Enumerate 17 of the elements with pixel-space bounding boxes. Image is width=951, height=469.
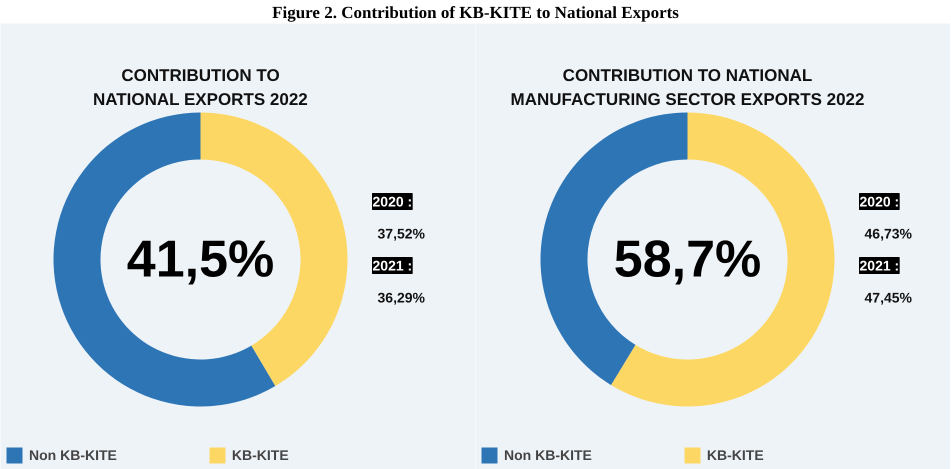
text: 2021 : xyxy=(372,258,412,274)
text: 2021 : xyxy=(860,258,900,274)
text: 47,45% xyxy=(864,290,913,306)
text: 46,73% xyxy=(864,226,913,242)
legend-label: KB-KITE xyxy=(232,447,289,463)
legend-label: KB-KITE xyxy=(706,447,764,463)
text: Figure 2. Contribution of KB-KITE to National Exports xyxy=(272,3,680,22)
data-label: 58,7% xyxy=(614,230,762,288)
chart-subtitle: CONTRIBUTION TO NATIONAL MANUFACTURING SECTOR EXPORTS 2022 xyxy=(510,66,864,109)
legend-label: Non KB-KITE xyxy=(504,447,592,463)
chart-subtitle: CONTRIBUTION TO NATIONAL EXPORTS 2022 xyxy=(92,66,308,109)
text: 2020 : xyxy=(372,194,412,210)
text: 37,52% xyxy=(378,226,426,242)
legend-label: Non KB-KITE xyxy=(29,447,117,463)
text: 2020 : xyxy=(860,194,900,210)
data-label: 41,5% xyxy=(126,230,274,288)
text: 36,29% xyxy=(378,290,426,306)
